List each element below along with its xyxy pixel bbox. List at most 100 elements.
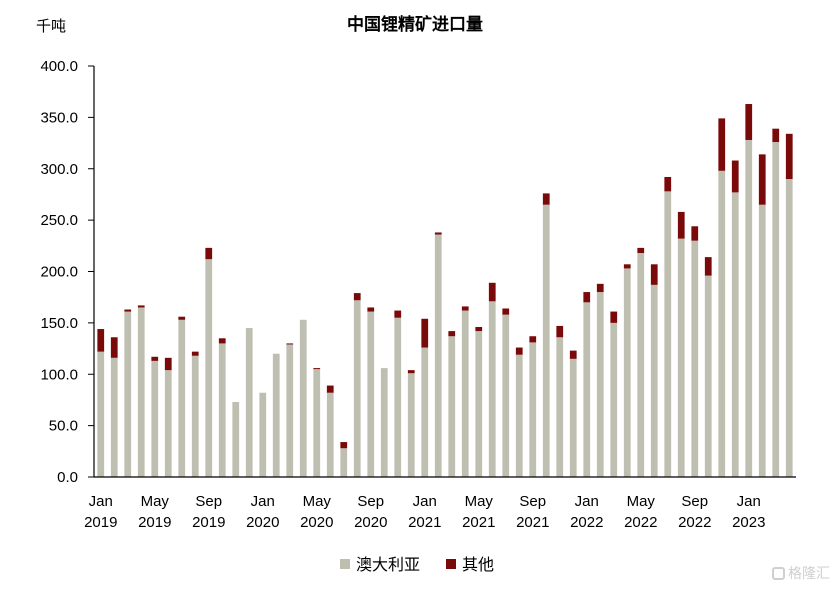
- bar-australia: [421, 347, 429, 477]
- bar-australia: [353, 300, 361, 477]
- legend-label-australia: 澳大利亚: [356, 555, 420, 574]
- y-tick-label: 400.0: [40, 58, 78, 75]
- x-tick-month: Jan: [737, 493, 761, 510]
- bars: [97, 104, 793, 478]
- bar-australia: [502, 314, 510, 477]
- bar-australia: [704, 275, 712, 477]
- bar-australia: [340, 448, 348, 477]
- y-tick-label: 100.0: [40, 366, 78, 383]
- bar-other: [353, 293, 361, 301]
- bar-other: [583, 292, 591, 303]
- bar-other: [97, 329, 105, 352]
- bar-other: [407, 370, 415, 374]
- bar-other: [745, 104, 753, 140]
- bar-other: [394, 310, 402, 318]
- bar-australia: [650, 284, 658, 477]
- x-tick-year: 2019: [192, 514, 225, 531]
- legend-label-other: 其他: [462, 555, 494, 574]
- x-tick-month: May: [303, 493, 332, 510]
- bar-australia: [164, 370, 172, 477]
- bar-other: [164, 357, 172, 371]
- x-tick-month: Jan: [251, 493, 275, 510]
- x-tick-month: May: [141, 493, 170, 510]
- bar-other: [110, 337, 118, 358]
- legend-swatch-australia: [340, 559, 350, 569]
- bar-australia: [758, 204, 766, 477]
- x-tick-month: Sep: [195, 493, 222, 510]
- bar-australia: [461, 310, 469, 477]
- x-tick-month: Sep: [357, 493, 384, 510]
- y-tick-label: 0.0: [57, 469, 78, 486]
- bar-australia: [637, 253, 645, 477]
- bar-other: [286, 343, 294, 345]
- x-tick-year: 2020: [354, 514, 387, 531]
- y-tick-label: 200.0: [40, 264, 78, 281]
- bar-other: [596, 283, 604, 293]
- bar-other: [610, 311, 618, 323]
- x-tick-year: 2022: [678, 514, 711, 531]
- x-tick-year: 2021: [462, 514, 495, 531]
- bar-australia: [677, 238, 685, 477]
- bar-other: [488, 282, 496, 302]
- x-tick-month: Sep: [519, 493, 546, 510]
- x-tick-month: Sep: [681, 493, 708, 510]
- x-tick-month: May: [627, 493, 656, 510]
- x-tick-year: 2021: [408, 514, 441, 531]
- bar-other: [785, 133, 793, 180]
- bar-australia: [299, 319, 307, 477]
- bar-other: [772, 128, 780, 143]
- bar-australia: [623, 268, 631, 477]
- bar-australia: [475, 331, 483, 477]
- bar-other: [205, 247, 213, 260]
- bar-australia: [151, 360, 159, 477]
- bar-other: [340, 442, 348, 449]
- watermark: 格隆汇: [772, 563, 830, 583]
- x-tick-month: Jan: [89, 493, 113, 510]
- bar-australia: [745, 139, 753, 478]
- bar-australia: [448, 336, 456, 477]
- bar-australia: [583, 302, 591, 477]
- bar-australia: [286, 344, 294, 477]
- bar-australia: [205, 259, 213, 477]
- bar-other: [542, 193, 550, 205]
- x-tick-year: 2020: [300, 514, 333, 531]
- bar-other: [704, 257, 712, 276]
- bar-other: [124, 309, 132, 312]
- y-tick-label: 50.0: [49, 418, 78, 435]
- bar-australia: [367, 311, 375, 477]
- bar-other: [178, 316, 186, 320]
- bar-other: [421, 318, 429, 348]
- x-axis: Jan 2019 May 2019 Sep 2019 Jan 2020 May 2020 Sep 20…: [84, 493, 765, 531]
- bar-other: [691, 226, 699, 241]
- bar-australia: [529, 342, 537, 477]
- chart-title: 中国锂精矿进口量: [347, 14, 483, 35]
- x-tick-month: May: [465, 493, 494, 510]
- bar-australia: [110, 357, 118, 477]
- bar-other: [664, 176, 672, 192]
- bar-australia: [731, 192, 739, 477]
- bar-australia: [394, 317, 402, 477]
- bar-other: [637, 247, 645, 254]
- x-tick-month: Jan: [413, 493, 437, 510]
- y-axis: 0.0 50.0 100.0 150.0 200.0 250.0 300.0 350.0 400…: [40, 58, 94, 486]
- bar-australia: [218, 343, 226, 477]
- bar-other: [448, 331, 456, 337]
- bar-other: [650, 264, 658, 285]
- bar-australia: [542, 204, 550, 477]
- bar-other: [731, 160, 739, 193]
- watermark-logo-icon: [772, 566, 785, 580]
- bar-australia: [434, 234, 442, 477]
- bar-australia: [272, 353, 280, 477]
- x-tick-year: 2020: [246, 514, 279, 531]
- y-tick-label: 300.0: [40, 161, 78, 178]
- bar-other: [313, 368, 321, 370]
- bar-other: [461, 306, 469, 311]
- bar-australia: [610, 322, 618, 477]
- bar-other: [623, 264, 631, 269]
- bar-australia: [245, 328, 253, 477]
- x-tick-year: 2023: [732, 514, 765, 531]
- x-tick-year: 2019: [138, 514, 171, 531]
- bar-other: [718, 118, 726, 171]
- y-axis-unit: 千吨: [36, 17, 66, 35]
